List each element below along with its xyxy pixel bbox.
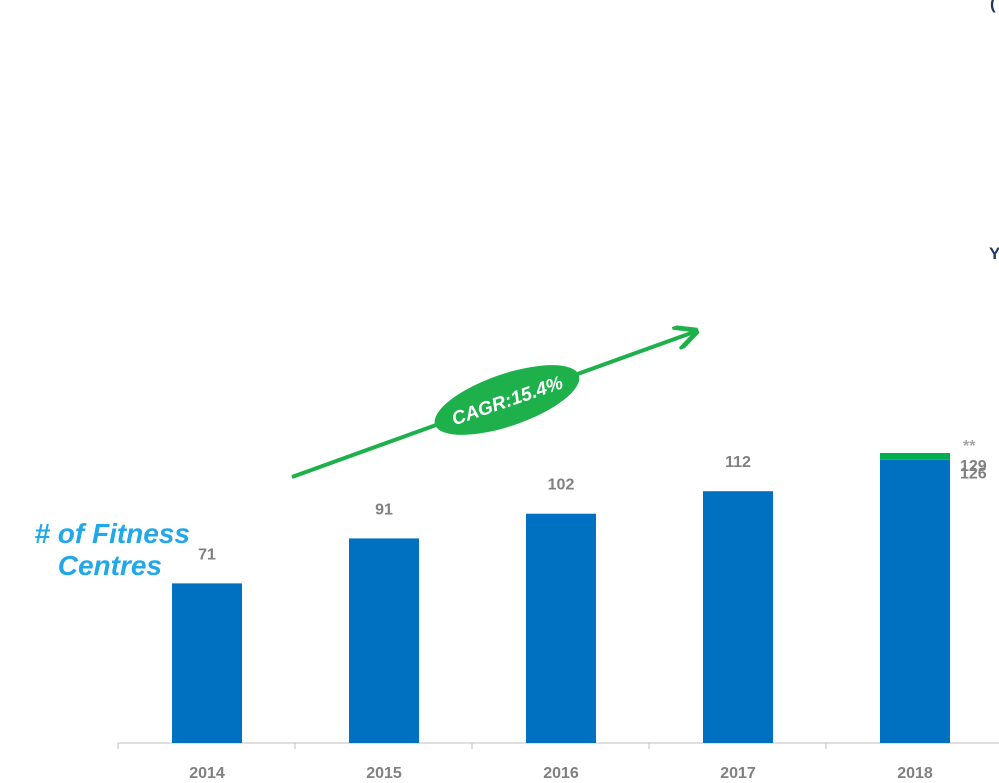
y-axis-label-line1: # of Fitness	[34, 518, 190, 549]
bar-extra-2018	[880, 453, 950, 460]
bar-2014	[172, 583, 242, 743]
y-axis-label-line2: Centres	[57, 550, 162, 581]
data-label-2014: 71	[198, 546, 216, 563]
tick-label-2016: 2016	[543, 765, 579, 782]
cagr-badge-shape	[434, 365, 580, 435]
data-label-2015: 91	[375, 501, 393, 518]
data-label-2018: 126	[960, 466, 987, 483]
data-label-2018-total: 129	[960, 458, 987, 475]
footnote-marker: **	[963, 438, 976, 455]
bar-2018	[880, 459, 950, 743]
bar-2016	[526, 513, 596, 743]
bar-2017	[703, 491, 773, 743]
tick-label-2014: 2014	[189, 765, 225, 782]
data-label-2017: 112	[725, 454, 751, 471]
data-label-2016: 102	[548, 477, 575, 494]
edge-text-top-right: (	[990, 0, 996, 13]
edge-text-right-mid: Y	[989, 244, 999, 263]
tick-label-2018: 2018	[897, 765, 933, 782]
y-axis-label: # of Fitness Centres	[8, 518, 198, 582]
bar-2015	[349, 538, 419, 743]
tick-label-2015: 2015	[366, 765, 402, 782]
cagr-badge: CAGR:15.4%	[434, 365, 580, 435]
tick-label-2017: 2017	[720, 765, 756, 782]
